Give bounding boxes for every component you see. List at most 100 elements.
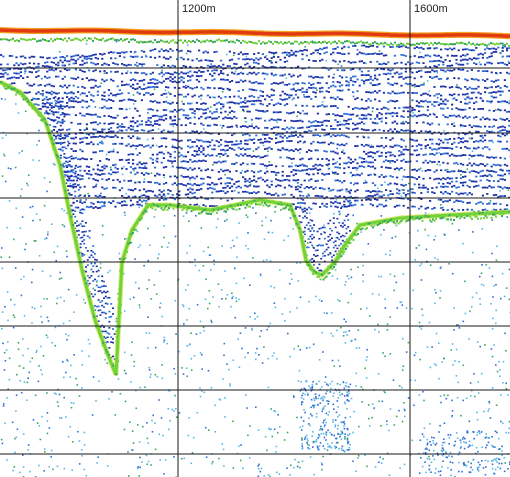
echo-layer-dot (281, 136, 284, 139)
echo-layer-dot (464, 146, 467, 148)
echo-layer-dot (132, 116, 135, 119)
scatter-dot (418, 394, 421, 396)
scatter-dot (3, 403, 5, 405)
echo-layer-dot (292, 111, 295, 114)
echo-layer-dot (352, 68, 355, 70)
echo-layer-dot (257, 185, 260, 188)
echo-layer-dot (308, 179, 311, 182)
echo-layer-dot (286, 156, 289, 159)
echo-layer-dot (213, 123, 216, 126)
echo-layer-dot (402, 148, 405, 151)
scatter-dot (113, 148, 115, 151)
scatter-dot (124, 214, 126, 217)
scatter-dot (502, 382, 504, 384)
echo-layer-dot (290, 119, 293, 122)
echo-layer-dot (178, 73, 181, 75)
scatter-dot (356, 222, 358, 225)
echo-layer-dot (178, 140, 181, 143)
scatter-dot (297, 380, 300, 382)
scatter-dot (13, 303, 16, 306)
echo-layer-dot (204, 155, 207, 157)
scatter-dot (29, 206, 32, 209)
echo-layer-dot (431, 103, 434, 106)
echo-layer-dot (228, 106, 231, 109)
echo-layer-dot (347, 136, 350, 139)
scatter-dot (228, 368, 230, 371)
echo-layer-dot (140, 163, 143, 166)
echo-layer-dot (55, 102, 58, 105)
echo-layer-dot (33, 62, 36, 65)
scatter-dot (66, 255, 68, 258)
echo-layer-dot (376, 68, 379, 70)
echo-layer-dot (462, 63, 465, 66)
echo-layer-dot (85, 128, 88, 130)
scatter-dot (71, 469, 73, 471)
echo-layer-dot (358, 68, 361, 71)
echo-layer-dot (369, 118, 372, 120)
echo-layer-dot (418, 85, 421, 87)
echo-layer-dot (180, 49, 183, 52)
echo-layer-dot (233, 95, 236, 98)
echo-layer-dot (268, 164, 271, 167)
echo-layer-dot (508, 47, 510, 49)
scatter-dot (108, 398, 110, 400)
echo-layer-dot (68, 133, 71, 135)
echo-layer-dot (501, 148, 504, 150)
echo-layer-dot (257, 109, 260, 112)
echo-layer-dot (415, 145, 418, 147)
echo-layer-dot (352, 167, 355, 169)
echo-layer-dot (200, 59, 203, 62)
echo-layer-dot (244, 117, 247, 119)
echo-layer-dot (349, 77, 352, 79)
scatter-dot (24, 110, 27, 113)
echo-layer-dot (72, 179, 75, 182)
scatter-dot (175, 416, 178, 418)
echo-layer-dot (360, 172, 363, 175)
echo-layer-dot (382, 62, 385, 65)
scatter-dot (261, 362, 264, 364)
scatter-dot (413, 354, 416, 357)
echo-layer-dot (255, 99, 258, 102)
echo-layer-dot (301, 87, 304, 90)
echo-layer-dot (134, 145, 137, 147)
echo-layer-dot (343, 69, 346, 72)
echo-layer-dot (55, 111, 58, 114)
echo-layer-dot (490, 80, 493, 82)
echo-layer-dot (90, 58, 93, 60)
echo-layer-dot (433, 148, 436, 150)
scatter-dot (418, 321, 421, 324)
echo-layer-dot (365, 190, 368, 192)
echo-layer-dot (270, 51, 273, 54)
scatter-dot (252, 257, 254, 259)
scatter-dot (189, 179, 191, 181)
scatter-dot (118, 252, 121, 255)
scatter-dot (199, 320, 202, 323)
echo-layer-dot (22, 63, 25, 66)
echo-layer-dot (121, 108, 124, 110)
scatter-dot (337, 424, 339, 427)
echo-layer-dot (167, 58, 170, 60)
scatter-dot (380, 233, 382, 236)
scatter-dot (461, 438, 464, 440)
echo-layer-dot (376, 145, 379, 148)
scatter-dot (381, 191, 383, 193)
echo-layer-dot (442, 107, 445, 110)
echo-layer-dot (37, 65, 40, 68)
echo-layer-dot (429, 153, 432, 156)
scatter-dot (402, 337, 404, 340)
echo-layer-dot (211, 148, 214, 151)
scatter-dot (80, 449, 83, 451)
echo-layer-dot (127, 195, 130, 198)
scatter-dot (190, 369, 193, 371)
echo-layer-dot (200, 94, 203, 97)
scatter-dot (41, 415, 43, 418)
echo-layer-dot (415, 178, 418, 180)
scatter-dot (181, 367, 183, 369)
echo-layer-dot (503, 129, 506, 131)
scatter-dot (439, 424, 441, 427)
echo-layer-dot (94, 128, 97, 131)
scatter-dot (330, 387, 332, 390)
echo-layer-dot (132, 144, 135, 147)
echo-layer-dot (193, 123, 196, 125)
scatter-dot (329, 253, 332, 255)
